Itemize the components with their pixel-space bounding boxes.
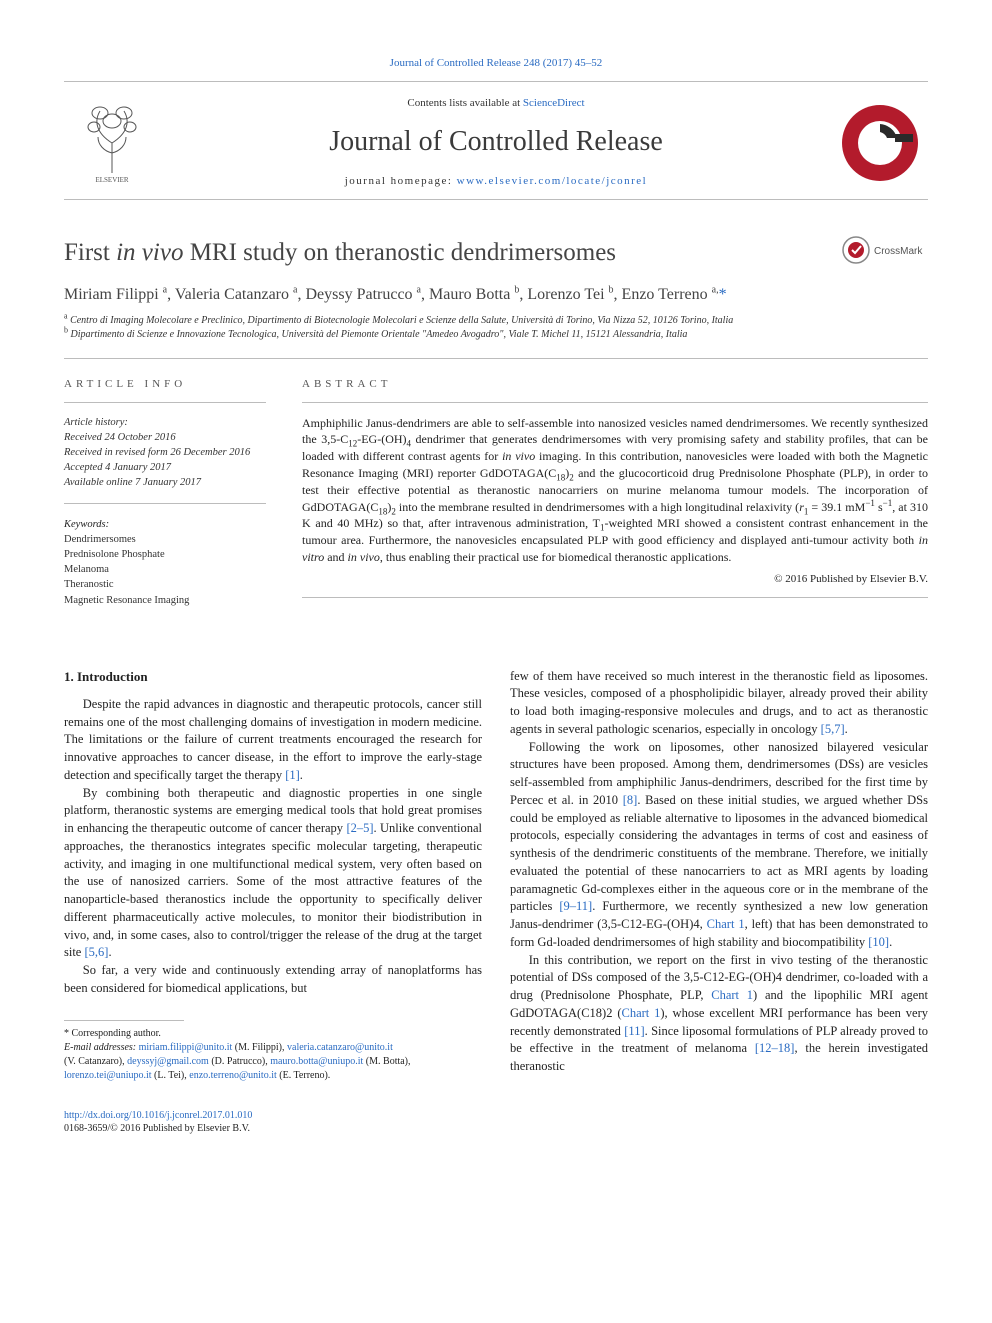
history-label: Article history: — [64, 415, 266, 430]
emails-label: E-mail addresses: — [64, 1042, 139, 1053]
controlled-release-icon — [839, 102, 921, 184]
body-column-left: 1. Introduction Despite the rapid advanc… — [64, 668, 482, 1083]
elsevier-tree-icon: ELSEVIER — [76, 103, 148, 183]
chart-link[interactable]: Chart 1 — [622, 1006, 661, 1020]
email-link[interactable]: miriam.filippi@unito.it — [139, 1042, 233, 1053]
email-link[interactable]: mauro.botta@uniupo.it — [270, 1056, 363, 1067]
body-column-right: few of them have received so much intere… — [510, 668, 928, 1083]
svg-text:ELSEVIER: ELSEVIER — [95, 176, 128, 183]
journal-homepage-link[interactable]: www.elsevier.com/locate/jconrel — [457, 175, 648, 187]
svg-text:CrossMark: CrossMark — [874, 246, 923, 257]
journal-name: Journal of Controlled Release — [160, 123, 832, 161]
keywords-label: Keywords: — [64, 518, 266, 532]
corresponding-author-mark[interactable]: * — [719, 286, 727, 303]
history-online: Available online 7 January 2017 — [64, 475, 266, 490]
abstract-column: ABSTRACT Amphiphilic Janus-dendrimers ar… — [284, 359, 928, 628]
crossmark-icon: CrossMark — [842, 236, 928, 264]
journal-header: ELSEVIER Contents lists available at Sci… — [64, 81, 928, 200]
ref-link[interactable]: [2–5] — [346, 821, 373, 835]
keywords-list: Dendrimersomes Prednisolone Phosphate Me… — [64, 532, 266, 608]
ref-link[interactable]: [1] — [285, 768, 300, 782]
publisher-logo: ELSEVIER — [64, 103, 160, 183]
abstract-copyright: © 2016 Published by Elsevier B.V. — [302, 572, 928, 587]
authors-list: Miriam Filippi a, Valeria Catanzaro a, D… — [64, 284, 928, 306]
keyword: Theranostic — [64, 577, 266, 592]
keyword: Melanoma — [64, 562, 266, 577]
affiliations: a Centro di Imaging Molecolare e Preclin… — [64, 314, 928, 342]
ref-link[interactable]: [5,7] — [821, 722, 845, 736]
corresponding-divider — [64, 1020, 184, 1021]
sciencedirect-link[interactable]: ScienceDirect — [523, 97, 585, 109]
article-title: First in vivo MRI study on theranostic d… — [64, 236, 616, 270]
email-link[interactable]: lorenzo.tei@uniupo.it — [64, 1070, 152, 1081]
email-link[interactable]: deyssyj@gmail.com — [127, 1056, 209, 1067]
keyword: Magnetic Resonance Imaging — [64, 593, 266, 608]
corresponding-block: * Corresponding author. E-mail addresses… — [64, 1027, 482, 1083]
article-info-column: ARTICLE INFO Article history: Received 2… — [64, 359, 284, 628]
history-received: Received 24 October 2016 — [64, 430, 266, 445]
ref-link[interactable]: [9–11] — [559, 899, 592, 913]
journal-citation: Journal of Controlled Release 248 (2017)… — [64, 56, 928, 71]
email-link[interactable]: valeria.catanzaro@unito.it — [287, 1042, 393, 1053]
issn-copyright: 0168-3659/© 2016 Published by Elsevier B… — [64, 1122, 928, 1136]
ref-link[interactable]: [10] — [868, 935, 889, 949]
doi-link[interactable]: http://dx.doi.org/10.1016/j.jconrel.2017… — [64, 1110, 252, 1121]
corresponding-star: * Corresponding author. — [64, 1027, 482, 1041]
article-info-heading: ARTICLE INFO — [64, 377, 266, 392]
ref-link[interactable]: [5,6] — [84, 945, 108, 959]
journal-cover-logo — [832, 102, 928, 184]
abstract-text: Amphiphilic Janus-dendrimers are able to… — [302, 415, 928, 566]
keyword: Dendrimersomes — [64, 532, 266, 547]
contents-available: Contents lists available at ScienceDirec… — [160, 96, 832, 111]
journal-homepage: journal homepage: www.elsevier.com/locat… — [160, 174, 832, 189]
email-link[interactable]: enzo.terreno@unito.it — [189, 1070, 277, 1081]
journal-citation-link[interactable]: Journal of Controlled Release 248 (2017)… — [390, 57, 603, 69]
history-accepted: Accepted 4 January 2017 — [64, 460, 266, 475]
ref-link[interactable]: [12–18] — [755, 1041, 795, 1055]
abstract-heading: ABSTRACT — [302, 377, 928, 392]
section-heading-intro: 1. Introduction — [64, 668, 482, 686]
crossmark-badge[interactable]: CrossMark — [842, 236, 928, 269]
keyword: Prednisolone Phosphate — [64, 547, 266, 562]
page-footer: http://dx.doi.org/10.1016/j.jconrel.2017… — [64, 1109, 928, 1136]
chart-link[interactable]: Chart 1 — [707, 917, 745, 931]
chart-link[interactable]: Chart 1 — [711, 988, 753, 1002]
history-revised: Received in revised form 26 December 201… — [64, 445, 266, 460]
ref-link[interactable]: [8] — [623, 793, 638, 807]
ref-link[interactable]: [11] — [624, 1024, 644, 1038]
